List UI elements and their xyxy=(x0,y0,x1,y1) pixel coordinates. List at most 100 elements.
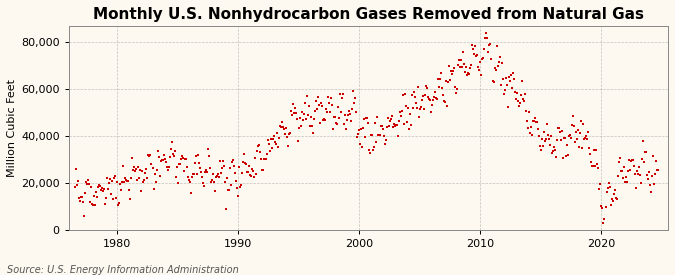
Point xyxy=(76,195,86,200)
Point xyxy=(111,196,122,200)
Point xyxy=(404,127,414,131)
Point xyxy=(510,97,521,101)
Point xyxy=(474,68,485,73)
Point xyxy=(164,155,175,159)
Point xyxy=(132,178,143,183)
Point xyxy=(286,109,296,113)
Point xyxy=(300,117,311,121)
Point xyxy=(196,170,207,174)
Point xyxy=(446,69,456,74)
Point xyxy=(464,72,475,76)
Point xyxy=(300,101,310,105)
Point xyxy=(551,155,562,160)
Point xyxy=(527,119,538,123)
Point xyxy=(588,164,599,168)
Point xyxy=(120,176,131,180)
Point xyxy=(406,93,417,97)
Point xyxy=(421,84,431,88)
Point xyxy=(333,104,344,109)
Point xyxy=(180,157,190,161)
Point xyxy=(392,123,402,127)
Point xyxy=(161,165,172,170)
Point xyxy=(375,124,386,128)
Point xyxy=(496,61,507,65)
Point xyxy=(473,65,484,69)
Point xyxy=(95,183,105,188)
Point xyxy=(398,122,409,127)
Point xyxy=(425,98,435,102)
Point xyxy=(539,130,549,134)
Point xyxy=(249,175,260,179)
Point xyxy=(423,97,434,101)
Point xyxy=(248,169,259,174)
Point xyxy=(645,183,655,187)
Point xyxy=(145,153,156,157)
Point xyxy=(173,162,184,167)
Point xyxy=(465,66,476,70)
Point xyxy=(493,60,504,64)
Point xyxy=(82,182,92,186)
Point xyxy=(439,99,450,103)
Point xyxy=(437,86,448,90)
Point xyxy=(555,130,566,134)
Point xyxy=(498,92,509,96)
Point xyxy=(435,77,446,81)
Point xyxy=(653,168,664,173)
Point xyxy=(558,156,568,160)
Point xyxy=(126,176,137,180)
Point xyxy=(462,73,472,78)
Point xyxy=(482,36,493,40)
Point xyxy=(557,129,568,134)
Point xyxy=(234,165,244,169)
Point xyxy=(262,138,273,143)
Point xyxy=(617,176,628,180)
Point xyxy=(74,196,84,200)
Point xyxy=(160,160,171,164)
Point xyxy=(107,179,117,184)
Point xyxy=(593,166,604,170)
Point xyxy=(290,106,300,110)
Point xyxy=(109,176,119,180)
Point xyxy=(559,136,570,140)
Point xyxy=(278,127,289,131)
Point xyxy=(620,174,631,179)
Point xyxy=(188,171,198,176)
Point xyxy=(524,131,535,135)
Point xyxy=(260,157,271,161)
Point xyxy=(306,124,317,128)
Point xyxy=(221,207,232,211)
Point xyxy=(235,185,246,189)
Point xyxy=(155,159,166,164)
Point xyxy=(240,161,250,166)
Point xyxy=(508,76,519,81)
Point xyxy=(244,163,254,168)
Point xyxy=(275,125,286,130)
Point xyxy=(608,199,618,203)
Point xyxy=(169,148,180,153)
Point xyxy=(255,150,266,154)
Point xyxy=(451,91,462,95)
Point xyxy=(333,116,344,120)
Point xyxy=(268,134,279,139)
Point xyxy=(280,126,291,130)
Point xyxy=(128,167,139,172)
Point xyxy=(117,180,128,185)
Point xyxy=(476,72,487,77)
Point xyxy=(500,87,510,92)
Point xyxy=(136,189,146,193)
Point xyxy=(343,113,354,118)
Point xyxy=(233,194,244,198)
Point xyxy=(487,79,498,84)
Point xyxy=(322,110,333,115)
Point xyxy=(450,84,460,89)
Point xyxy=(78,200,88,204)
Point xyxy=(236,183,246,188)
Point xyxy=(134,175,144,180)
Point xyxy=(508,71,518,75)
Point xyxy=(264,148,275,153)
Point xyxy=(371,140,382,144)
Point xyxy=(381,125,392,129)
Point xyxy=(572,137,583,141)
Point xyxy=(123,179,134,184)
Point xyxy=(238,160,248,164)
